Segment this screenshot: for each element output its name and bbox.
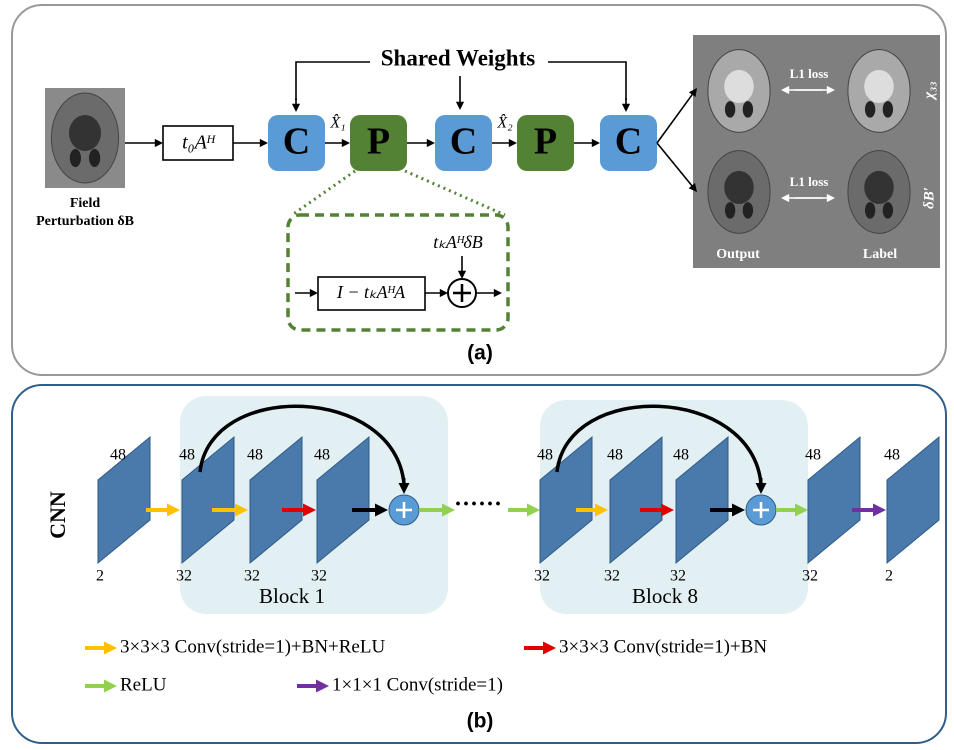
- arrow-head: [456, 102, 464, 110]
- arrow-head: [104, 680, 117, 693]
- arrow-head: [622, 104, 630, 112]
- label: L1 loss: [790, 66, 829, 81]
- brain-detail: [725, 202, 735, 219]
- label: (b): [467, 710, 494, 733]
- label: Label: [863, 247, 897, 262]
- arrow: [657, 143, 693, 187]
- arrow-head: [873, 504, 886, 517]
- label: 2: [885, 568, 893, 585]
- arrow-head: [167, 504, 180, 517]
- arrow-head: [104, 642, 117, 655]
- label: 48: [537, 447, 553, 464]
- label: χ₃₃: [921, 81, 937, 100]
- arrow-head: [543, 642, 556, 655]
- brain-detail: [743, 202, 753, 219]
- label: Block 1: [259, 584, 325, 608]
- arrow-head: [509, 139, 517, 147]
- label: 48: [673, 447, 689, 464]
- brain-detail: [865, 101, 875, 118]
- label: 48: [314, 447, 330, 464]
- label: 48: [179, 447, 195, 464]
- label: 32: [534, 568, 550, 585]
- label: 32: [244, 568, 260, 585]
- label: tₖAᴴδB: [433, 232, 482, 252]
- brain-detail: [69, 115, 101, 151]
- label: (a): [467, 342, 493, 365]
- brain-detail: [725, 101, 735, 118]
- brain-detail: [70, 149, 81, 167]
- bracket: [296, 62, 370, 100]
- arrow: [657, 93, 693, 143]
- arrow-head: [440, 289, 448, 297]
- label: 48: [247, 447, 263, 464]
- label: X̂₂: [496, 113, 513, 132]
- zoom-line: [292, 171, 355, 215]
- label: 32: [604, 568, 620, 585]
- arrow-head: [427, 139, 435, 147]
- zoom-line: [405, 171, 505, 215]
- arrow-head: [342, 139, 350, 147]
- label: CNN: [45, 491, 70, 539]
- brain-detail: [724, 171, 754, 204]
- label: P: [534, 121, 557, 163]
- arrow-head: [458, 271, 466, 279]
- brain-detail: [883, 202, 893, 219]
- label: C: [615, 121, 642, 163]
- label: Block 8: [632, 584, 698, 608]
- label: I − tₖAᴴA: [336, 282, 406, 302]
- label: t₀Aᴴ: [182, 132, 217, 154]
- bracket: [548, 62, 626, 100]
- label: 48: [607, 447, 623, 464]
- label: 32: [311, 568, 327, 585]
- brain-detail: [864, 171, 894, 204]
- arrow-head: [260, 139, 268, 147]
- label: Field: [70, 196, 101, 211]
- label: C: [450, 121, 477, 163]
- label: X̂₁: [329, 113, 345, 132]
- label: 48: [110, 447, 126, 464]
- label: 48: [805, 447, 821, 464]
- arrow-head: [316, 680, 329, 693]
- label: 48: [884, 447, 900, 464]
- label: ······: [454, 492, 502, 518]
- label: Perturbation δB: [36, 214, 134, 229]
- label: 32: [176, 568, 192, 585]
- label: 32: [670, 568, 686, 585]
- brain-detail: [864, 70, 894, 103]
- label: 3×3×3 Conv(stride=1)+BN+ReLU: [120, 636, 385, 657]
- label: 1×1×1 Conv(stride=1): [332, 674, 503, 695]
- label: 3×3×3 Conv(stride=1)+BN: [559, 636, 767, 657]
- label: C: [283, 121, 310, 163]
- brain-detail: [883, 101, 893, 118]
- arrow-head: [592, 139, 600, 147]
- label: 2: [96, 568, 104, 585]
- label: 32: [802, 568, 818, 585]
- label: ReLU: [120, 674, 167, 695]
- brain-detail: [865, 202, 875, 219]
- label: P: [367, 121, 390, 163]
- arrow-head: [310, 289, 318, 297]
- arrow-head: [527, 504, 540, 517]
- figure: Field Perturbation δB t₀Aᴴ C P X̂₁ C P X̂₂ C Share…: [0, 0, 954, 750]
- brain-detail: [89, 149, 100, 167]
- label: L1 loss: [790, 174, 829, 189]
- label: Output: [716, 247, 760, 262]
- brain-detail: [743, 101, 753, 118]
- arrow-head: [292, 104, 300, 112]
- label: δB′: [921, 187, 937, 209]
- label: Shared Weights: [381, 45, 535, 70]
- arrow-head: [155, 139, 163, 147]
- arrow-head: [494, 289, 502, 297]
- brain-detail: [724, 70, 754, 103]
